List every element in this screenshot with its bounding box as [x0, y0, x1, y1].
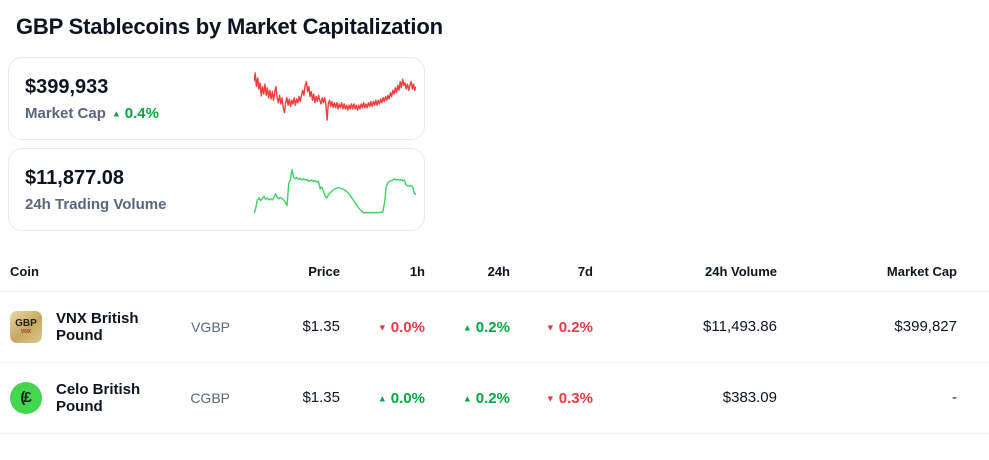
change-7d: ▼ 0.3%	[546, 390, 593, 407]
coin-symbol: VGBP	[191, 318, 230, 335]
change-value: 0.2%	[475, 390, 510, 407]
celo-logo-glyph: (£	[20, 389, 31, 406]
page-title: GBP Stablecoins by Market Capitalization	[16, 14, 443, 39]
trading-volume-value: $11,877.08	[25, 166, 124, 189]
change-value: 0.2%	[475, 319, 510, 336]
market-cap-label-row: Market Cap ▲ 0.4%	[25, 105, 159, 122]
change-value: 0.0%	[390, 319, 425, 336]
trading-volume-sparkline	[254, 159, 416, 221]
col-header-price[interactable]: Price	[230, 253, 340, 292]
change-value: 0.0%	[390, 390, 425, 407]
change-1h: ▲ 0.0%	[378, 390, 425, 407]
coins-table: Coin Price 1h 24h 7d 24h Volume Market C…	[0, 253, 989, 434]
col-header-24h-volume[interactable]: 24h Volume	[593, 253, 777, 292]
change-direction-icon: ▲	[462, 393, 472, 404]
coin-cell[interactable]: GBP VNX VNX British Pound VGBP	[0, 291, 230, 363]
coin-symbol: CGBP	[190, 389, 230, 406]
gbp-stablecoins-page: GBP Stablecoins by Market Capitalization…	[0, 14, 989, 460]
market-cap-stat: $399,933 Market Cap ▲ 0.4%	[25, 76, 159, 122]
table-row-celo-british-pound[interactable]: (£ Celo British Pound CGBP $1.35 ▲ 0.0%	[0, 362, 989, 434]
price-cell: $1.35	[230, 362, 340, 434]
trading-volume-label: 24h Trading Volume	[25, 195, 167, 213]
change-1h-cell: ▼ 0.0%	[340, 291, 425, 363]
coin-name[interactable]: Celo British Pound	[56, 380, 141, 415]
change-direction-icon: ▼	[545, 322, 555, 333]
market-cap-cell: -	[777, 362, 989, 434]
change-direction-icon: ▲	[377, 393, 387, 404]
change-value: 0.2%	[558, 319, 593, 336]
col-header-market-cap[interactable]: Market Cap	[777, 253, 989, 292]
market-cap-sparkline	[254, 68, 416, 130]
coins-table-header: Coin Price 1h 24h 7d 24h Volume Market C…	[0, 253, 989, 292]
vnx-british-pound-logo-icon: GBP VNX	[10, 310, 42, 343]
col-header-24h[interactable]: 24h	[425, 253, 510, 292]
col-header-1h[interactable]: 1h	[340, 253, 425, 292]
change-direction-icon: ▲	[111, 108, 121, 118]
trading-volume-label-row: 24h Trading Volume	[25, 196, 166, 213]
change-7d-cell: ▼ 0.2%	[510, 291, 593, 363]
coin-identity: (£ Celo British Pound CGBP	[10, 381, 230, 415]
change-7d-cell: ▼ 0.3%	[510, 362, 593, 434]
celo-british-pound-logo-icon: (£	[10, 381, 42, 414]
market-cap-card: $399,933 Market Cap ▲ 0.4%	[8, 57, 425, 140]
market-cap-label: Market Cap	[25, 104, 106, 122]
stats-cards: $399,933 Market Cap ▲ 0.4% $11,877.08 24…	[8, 57, 425, 231]
volume-cell: $11,493.86	[593, 291, 777, 363]
market-cap-value: $399,933	[25, 75, 109, 98]
market-cap-change: ▲ 0.4%	[112, 105, 159, 122]
coin-cell[interactable]: (£ Celo British Pound CGBP	[0, 362, 230, 434]
change-direction-icon: ▼	[377, 322, 387, 333]
col-header-7d[interactable]: 7d	[510, 253, 593, 292]
change-direction-icon: ▲	[462, 322, 472, 333]
change-1h: ▼ 0.0%	[378, 319, 425, 336]
table-row-vnx-british-pound[interactable]: GBP VNX VNX British Pound VGBP $1.35 ▼ 0…	[0, 291, 989, 363]
coin-identity: GBP VNX VNX British Pound VGBP	[10, 310, 230, 344]
change-24h: ▲ 0.2%	[463, 390, 510, 407]
change-1h-cell: ▲ 0.0%	[340, 362, 425, 434]
change-24h: ▲ 0.2%	[463, 319, 510, 336]
volume-cell: $383.09	[593, 362, 777, 434]
change-24h-cell: ▲ 0.2%	[425, 362, 510, 434]
vnx-logo-subtext: VNX	[20, 328, 32, 335]
change-direction-icon: ▼	[545, 393, 555, 404]
trading-volume-card: $11,877.08 24h Trading Volume	[8, 148, 425, 231]
vnx-logo-text: GBP	[15, 317, 37, 329]
change-value: 0.3%	[558, 390, 593, 407]
coin-name[interactable]: VNX British Pound	[56, 309, 139, 344]
price-cell: $1.35	[230, 291, 340, 363]
change-7d: ▼ 0.2%	[546, 319, 593, 336]
change-value: 0.4%	[124, 104, 159, 122]
trading-volume-stat: $11,877.08 24h Trading Volume	[25, 167, 166, 213]
col-header-coin[interactable]: Coin	[0, 253, 230, 292]
change-24h-cell: ▲ 0.2%	[425, 291, 510, 363]
market-cap-cell: $399,827	[777, 291, 989, 363]
